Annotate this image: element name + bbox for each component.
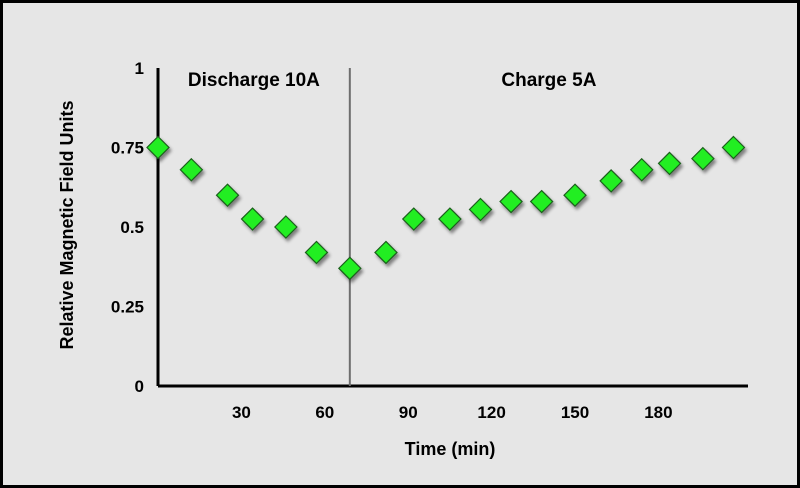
data-point-diamond bbox=[438, 207, 462, 231]
data-point-diamond bbox=[304, 240, 329, 265]
axes bbox=[156, 68, 748, 388]
data-point-diamond bbox=[274, 215, 298, 239]
tick-labels: 0 0.25 0.5 0.75 1 30 60 90 120 150 180 bbox=[111, 59, 673, 422]
data-point-diamond bbox=[691, 146, 715, 171]
x-tick-label: 90 bbox=[399, 403, 418, 422]
data-points bbox=[146, 135, 746, 281]
data-point-diamond bbox=[599, 169, 623, 193]
data-point-diamond bbox=[721, 135, 746, 160]
x-tick-label: 180 bbox=[644, 403, 672, 422]
x-axis-title: Time (min) bbox=[405, 439, 496, 459]
data-point-diamond bbox=[563, 183, 587, 208]
y-tick-label: 0 bbox=[135, 377, 144, 396]
data-point-diamond bbox=[337, 256, 362, 281]
data-point-diamond bbox=[499, 189, 523, 214]
data-point-diamond bbox=[374, 240, 398, 265]
data-point-diamond bbox=[179, 157, 204, 182]
region-label-charge: Charge 5A bbox=[501, 70, 596, 91]
region-label-discharge: Discharge 10A bbox=[188, 70, 320, 91]
data-point-diamond bbox=[468, 197, 493, 222]
y-tick-label: 0.75 bbox=[111, 139, 144, 158]
x-tick-label: 60 bbox=[315, 403, 334, 422]
data-point-diamond bbox=[240, 207, 265, 231]
x-tick-label: 120 bbox=[477, 403, 505, 422]
chart-frame bbox=[3, 3, 797, 485]
y-tick-label: 0.5 bbox=[120, 218, 144, 237]
x-tick-label: 150 bbox=[561, 403, 589, 422]
x-tick-label: 30 bbox=[232, 403, 251, 422]
data-point-diamond bbox=[146, 135, 170, 160]
y-tick-label: 1 bbox=[135, 59, 144, 78]
data-point-diamond bbox=[629, 157, 654, 182]
y-axis-title: Relative Magnetic Field Units bbox=[57, 100, 77, 349]
data-point-diamond bbox=[215, 183, 240, 208]
y-tick-label: 0.25 bbox=[111, 298, 144, 317]
data-point-diamond bbox=[657, 151, 682, 176]
data-point-diamond bbox=[401, 207, 426, 231]
data-point-diamond bbox=[529, 189, 554, 214]
